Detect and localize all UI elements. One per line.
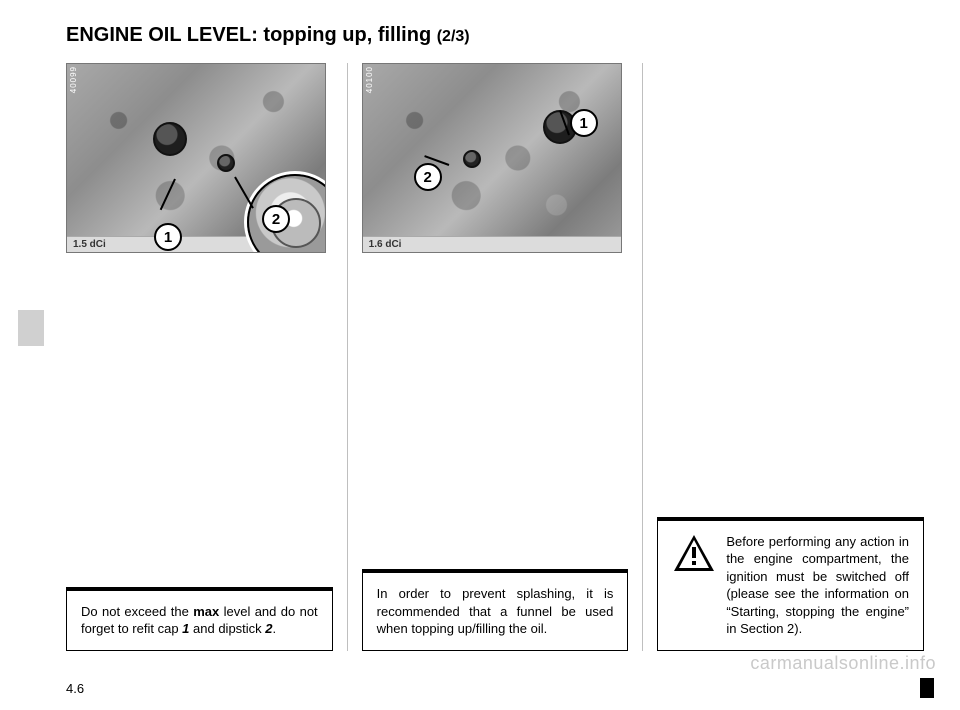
watermark-text: carmanualsonline.info bbox=[750, 653, 936, 674]
image-id-tag: 40100 bbox=[365, 66, 374, 93]
callout-2: 2 bbox=[414, 163, 442, 191]
dipstick-top bbox=[217, 154, 235, 172]
note-text: In order to prevent splashing, it is rec… bbox=[377, 586, 614, 636]
callout-1: 1 bbox=[154, 223, 182, 251]
column-middle: 40100 1.6 dCi 1 2 In order to prevent sp… bbox=[348, 63, 644, 651]
column-right: Before performing any action in the engi… bbox=[643, 63, 924, 651]
column-bottom: Before performing any action in the engi… bbox=[657, 517, 924, 651]
column-bottom: In order to prevent splashing, it is rec… bbox=[362, 569, 629, 651]
note-text: Do not exceed the bbox=[81, 604, 193, 619]
note-text: . bbox=[273, 621, 277, 636]
note-text-bold: max bbox=[193, 604, 219, 619]
dipstick-top bbox=[463, 150, 481, 168]
note-box-max-level: Do not exceed the max level and do not f… bbox=[66, 587, 333, 651]
note-box-funnel: In order to prevent splashing, it is rec… bbox=[362, 569, 629, 651]
callout-2: 2 bbox=[262, 205, 290, 233]
note-text: and dip­stick bbox=[189, 621, 265, 636]
warning-triangle-icon bbox=[672, 533, 716, 573]
oil-filler-cap bbox=[153, 122, 187, 156]
note-ref-2: 2 bbox=[265, 621, 272, 636]
content-columns: 40099 1.5 dCi 1 2 Do not exceed the max … bbox=[66, 63, 924, 651]
engine-label: 1.6 dCi bbox=[363, 236, 621, 252]
page-number: 4.6 bbox=[66, 681, 84, 696]
title-main: ENGINE OIL LEVEL: topping up, filling bbox=[66, 24, 437, 46]
warning-box: Before performing any action in the engi… bbox=[657, 517, 924, 651]
manual-page: ENGINE OIL LEVEL: topping up, filling (2… bbox=[0, 0, 960, 710]
side-tab bbox=[18, 310, 44, 346]
corner-mark bbox=[920, 678, 934, 698]
image-id-tag: 40099 bbox=[69, 66, 78, 93]
engine-texture bbox=[363, 64, 621, 252]
callout-1: 1 bbox=[570, 109, 598, 137]
page-title: ENGINE OIL LEVEL: topping up, filling (2… bbox=[66, 24, 924, 47]
column-left: 40099 1.5 dCi 1 2 Do not exceed the max … bbox=[66, 63, 348, 651]
warning-text: Before performing any action in the engi… bbox=[726, 533, 909, 638]
column-bottom: Do not exceed the max level and do not f… bbox=[66, 587, 333, 651]
engine-image-16dci: 40100 1.6 dCi bbox=[362, 63, 622, 253]
title-sub: (2/3) bbox=[437, 28, 470, 45]
